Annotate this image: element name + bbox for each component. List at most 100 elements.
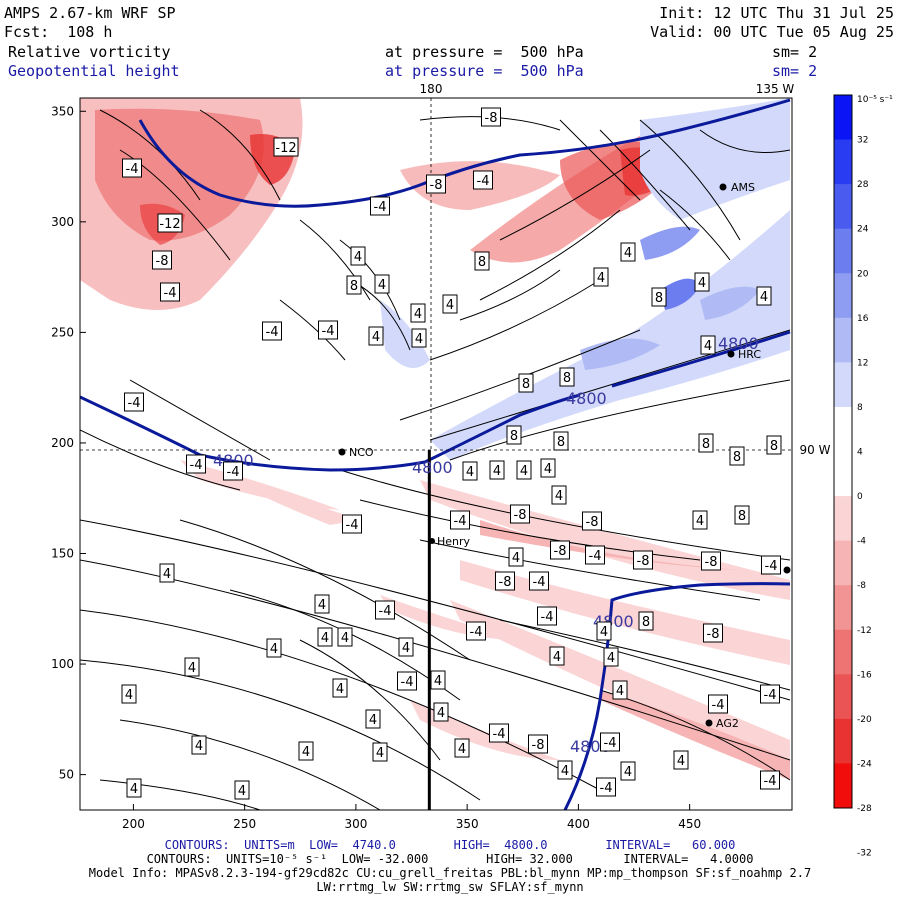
colorbar-tick-label: -28 [857, 804, 872, 814]
contour-label: -8 [703, 623, 723, 643]
contour-label-box [411, 328, 427, 348]
contour-label-box [124, 392, 144, 412]
contour-label-value: 4 [696, 514, 704, 529]
contour-label-value: 8 [733, 450, 741, 465]
contour-label-value: 4 [520, 464, 528, 479]
meridian-135w-label: 135 W [756, 82, 795, 96]
colorbar-swatch [834, 406, 852, 452]
contour-label: 8 [346, 275, 362, 295]
contour-label-value: -4 [493, 727, 506, 742]
contour-label: 4 [557, 760, 573, 780]
x-tick-label: 250 [233, 817, 256, 831]
contour-label-box [518, 373, 534, 393]
contour-label: 4 [620, 242, 636, 262]
contour-label: 4 [603, 647, 619, 667]
meridian-90w-label: 90 W [800, 443, 831, 457]
colorbar-frame [833, 94, 853, 809]
contour-label: -4 [489, 723, 509, 743]
field2-name: Geopotential height [8, 62, 180, 80]
contour-label-box [508, 547, 524, 567]
contour-label-value: -4 [454, 514, 467, 529]
contour-label: 8 [474, 251, 490, 271]
contour-label-value: 4 [466, 465, 474, 480]
field1-smoothing: sm= 2 [772, 43, 818, 61]
field1-level: at pressure = 500 hPa [385, 43, 584, 61]
contour-label-box [350, 246, 366, 266]
contour-label-box [550, 540, 570, 560]
contour-label: -4 [375, 600, 395, 620]
y-tick-label: 250 [51, 325, 74, 339]
contour-label: 4 [121, 684, 137, 704]
contour-label: 4 [692, 510, 708, 530]
contour-label: 8 [766, 435, 782, 455]
contour-label-box [426, 174, 446, 194]
contour-label: 4 [337, 627, 353, 647]
contour-label-value: 4 [130, 782, 138, 797]
contour-label: -4 [600, 732, 620, 752]
contour-label-box [346, 275, 362, 295]
contour-label-box [273, 137, 299, 157]
contour-label: 4 [700, 335, 716, 355]
contour-label: 4 [516, 460, 532, 480]
colorbar-swatch [834, 317, 852, 363]
colorbar-tick-label: 4 [857, 448, 863, 458]
contour-label-value: -8 [705, 555, 718, 570]
contour-label-box [223, 461, 243, 481]
contour-label-box [603, 647, 619, 667]
contour-label: 8 [518, 373, 534, 393]
init-time: Init: 12 UTC Thu 31 Jul 25 [659, 4, 894, 22]
contour-label-value: -4 [764, 774, 777, 789]
contour-label-value: -8 [707, 627, 720, 642]
contour-label: 4 [593, 267, 609, 287]
contour-label: 8 [559, 367, 575, 387]
contour-label: -4 [122, 158, 142, 178]
contour-label-box [473, 170, 493, 190]
contour-label: 4 [430, 670, 446, 690]
colorbar-tick-label: -12 [857, 626, 872, 636]
contour-label-box [612, 680, 628, 700]
contour-label-value: 4 [458, 742, 466, 757]
contour-label-value: -4 [765, 559, 778, 574]
station-dot-nco [338, 448, 346, 456]
contour-label-value: 4 [378, 278, 386, 293]
colorbar-swatch [834, 228, 852, 274]
contour-label: -4 [370, 196, 390, 216]
colorbar-tick-label: -4 [857, 537, 866, 547]
contour-label-value: 8 [563, 371, 571, 386]
contour-label: -4 [585, 545, 605, 565]
contour-label-box [651, 287, 667, 307]
colorbar-tick-label: 28 [857, 180, 869, 190]
contour-label: 4 [372, 742, 388, 762]
contour-label-value: 4 [369, 713, 377, 728]
contour-label-value: -4 [379, 604, 392, 619]
contour-label: 4 [234, 780, 250, 800]
contour-label-box [760, 770, 780, 790]
contour-label: 8 [734, 505, 750, 525]
contour-label: -4 [160, 282, 180, 302]
contour-label-value: 4 [544, 462, 552, 477]
contour-label-value: 4 [318, 598, 326, 613]
contour-label: -4 [761, 555, 781, 575]
contour-label-value: 4 [607, 651, 615, 666]
colorbar-tick-label: 32 [857, 136, 868, 146]
contour-label: 4 [314, 594, 330, 614]
y-tick-label: 50 [59, 768, 74, 782]
contour-label-value: 8 [655, 291, 663, 306]
contour-label-box [186, 454, 206, 474]
contour-label: -8 [495, 571, 515, 591]
contour-label-value: -8 [637, 554, 650, 569]
contour-label-box [553, 431, 569, 451]
contour-label-value: 8 [557, 435, 565, 450]
contour-label: 8 [553, 431, 569, 451]
x-tick-label: 300 [344, 817, 367, 831]
contour-label: 4 [350, 246, 366, 266]
contour-label: 8 [729, 446, 745, 466]
contour-label-value: -4 [764, 688, 777, 703]
colorbar-tick-label: 8 [857, 403, 863, 413]
contour-label: 4 [317, 627, 333, 647]
contour-label-value: -4 [346, 518, 359, 533]
contour-label: 4 [454, 738, 470, 758]
contour-label-value: 4 [354, 250, 362, 265]
